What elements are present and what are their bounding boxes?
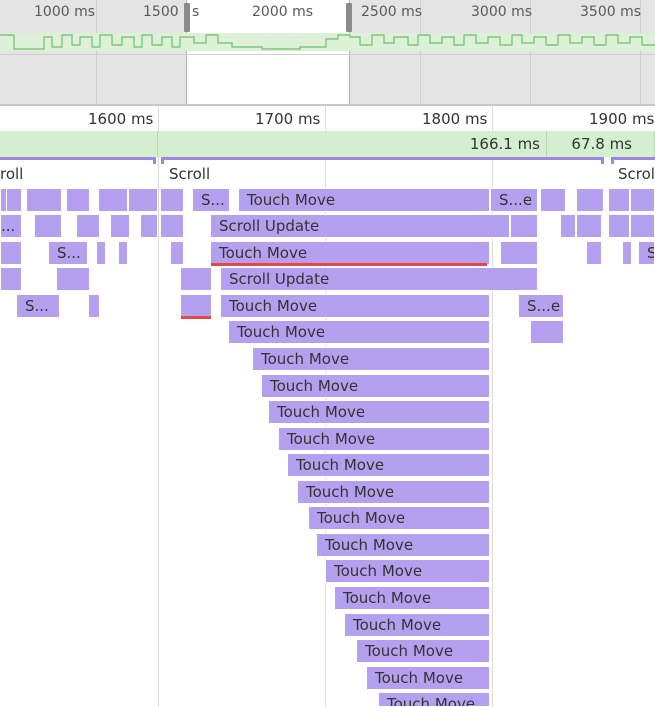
- scroll-phase-label: Scrol: [618, 165, 655, 183]
- touch-move-event[interactable]: Touch Move: [325, 559, 490, 583]
- touch-move-event[interactable]: Touch Move: [238, 188, 490, 212]
- event-block[interactable]: [118, 241, 128, 265]
- ruler-tick-label: 1900 ms: [589, 110, 655, 128]
- event-block[interactable]: S...: [48, 241, 88, 265]
- overview-tick-label: 2500 ms: [361, 4, 423, 20]
- event-block[interactable]: [0, 267, 22, 291]
- long-task-warning-mark: [211, 263, 487, 266]
- timeline-overview[interactable]: 1000 ms 1500 r s 2000 ms 2500 ms 3000 ms…: [0, 0, 655, 104]
- ruler-tick-label: 1700 ms: [255, 110, 321, 128]
- event-block[interactable]: [110, 214, 130, 238]
- event-block[interactable]: [630, 214, 655, 238]
- event-block[interactable]: S: [638, 241, 655, 265]
- event-block[interactable]: [6, 188, 22, 212]
- overview-tick-label: 3000 ms: [471, 4, 533, 20]
- event-block[interactable]: [608, 188, 630, 212]
- event-block[interactable]: [140, 214, 158, 238]
- event-block[interactable]: [510, 214, 538, 238]
- ruler-tick-label: 1800 ms: [422, 110, 488, 128]
- scroll-phase-label: roll: [0, 165, 24, 183]
- overview-gridline: [96, 0, 97, 104]
- scroll-phase-bar[interactable]: [611, 157, 655, 164]
- event-block[interactable]: [96, 241, 106, 265]
- scroll-phase-start: [161, 157, 164, 164]
- event-block[interactable]: [576, 188, 604, 212]
- touch-move-event[interactable]: Touch Move: [297, 480, 490, 504]
- event-block[interactable]: [622, 241, 632, 265]
- overview-tick-label: 1500 r: [143, 4, 189, 20]
- ruler-gridline: [158, 106, 159, 707]
- overview-tick-label: 2000 ms: [252, 4, 314, 20]
- frame-bar[interactable]: [0, 131, 158, 157]
- overview-tick-label: 3500 ms: [580, 4, 642, 20]
- scroll-update-event[interactable]: Scroll Update: [220, 267, 538, 291]
- scroll-phase-bar[interactable]: [161, 157, 604, 164]
- event-block[interactable]: [98, 188, 128, 212]
- event-block[interactable]: [180, 267, 212, 291]
- overview-tick-label: s: [192, 4, 200, 20]
- long-task-warning-mark: [181, 316, 211, 319]
- overview-left-handle[interactable]: [184, 3, 190, 32]
- event-block[interactable]: [170, 241, 184, 265]
- event-block[interactable]: [560, 214, 576, 238]
- touch-move-event[interactable]: Touch Move: [268, 400, 490, 424]
- scroll-phase-start: [611, 157, 614, 164]
- overview-tick-label: 1000 ms: [34, 4, 96, 20]
- event-block[interactable]: [66, 188, 90, 212]
- ruler-tick-label: 1600 ms: [88, 110, 154, 128]
- event-block[interactable]: [500, 241, 538, 265]
- ruler-gridline: [492, 106, 493, 707]
- overview-gridline: [420, 0, 421, 104]
- fps-overview-graph: [0, 33, 655, 51]
- overview-selection-window[interactable]: [186, 0, 350, 104]
- event-block[interactable]: [76, 214, 100, 238]
- event-block[interactable]: ...: [0, 214, 22, 238]
- event-block[interactable]: [608, 214, 630, 238]
- touch-move-event[interactable]: Touch Move: [252, 347, 490, 371]
- touch-move-event[interactable]: Touch Move: [210, 241, 490, 265]
- event-block[interactable]: S...e: [518, 294, 564, 318]
- event-block[interactable]: [576, 214, 602, 238]
- touch-move-event[interactable]: Touch Move: [344, 613, 490, 637]
- touch-move-event[interactable]: Touch Move: [308, 506, 490, 530]
- frame-bar[interactable]: 67.8 ms: [547, 131, 655, 157]
- event-block[interactable]: [540, 188, 566, 212]
- overview-right-handle[interactable]: [346, 3, 352, 32]
- event-block[interactable]: [530, 320, 564, 344]
- event-block[interactable]: [56, 267, 90, 291]
- touch-move-event[interactable]: Touch Move: [316, 533, 490, 557]
- event-block[interactable]: S...: [192, 188, 230, 212]
- touch-move-event[interactable]: Touch Move: [228, 320, 490, 344]
- touch-move-event[interactable]: Touch Move: [366, 666, 490, 690]
- touch-move-event[interactable]: Touch Move: [356, 639, 490, 663]
- touch-move-event[interactable]: Touch Move: [287, 453, 490, 477]
- panel-divider[interactable]: [0, 104, 655, 106]
- scroll-phase-label: Scroll: [169, 165, 211, 183]
- overview-divider: [0, 54, 655, 55]
- event-block[interactable]: [160, 214, 184, 238]
- touch-move-event[interactable]: Touch Move: [220, 294, 490, 318]
- event-block[interactable]: [26, 188, 62, 212]
- event-block[interactable]: [0, 241, 22, 265]
- touch-move-event[interactable]: Touch Move: [261, 374, 490, 398]
- scroll-update-event[interactable]: Scroll Update: [210, 214, 510, 238]
- scroll-phase-end: [153, 157, 156, 164]
- event-block[interactable]: [630, 188, 655, 212]
- event-block[interactable]: [34, 214, 62, 238]
- event-block[interactable]: [128, 188, 158, 212]
- event-block[interactable]: S...e: [490, 188, 538, 212]
- event-block[interactable]: S...: [16, 294, 60, 318]
- scroll-phase-end: [601, 157, 604, 164]
- touch-move-event[interactable]: Touch Move: [378, 692, 490, 707]
- scroll-phase-bar[interactable]: [0, 157, 155, 164]
- touch-move-event[interactable]: Touch Move: [278, 427, 490, 451]
- touch-move-event[interactable]: Touch Move: [334, 586, 490, 610]
- event-block[interactable]: [586, 241, 602, 265]
- frame-bar[interactable]: 166.1 ms: [158, 131, 547, 157]
- overview-gridline: [640, 0, 641, 104]
- event-block[interactable]: [88, 294, 100, 318]
- event-block[interactable]: [180, 294, 212, 318]
- overview-gridline: [530, 0, 531, 104]
- event-block[interactable]: [160, 188, 184, 212]
